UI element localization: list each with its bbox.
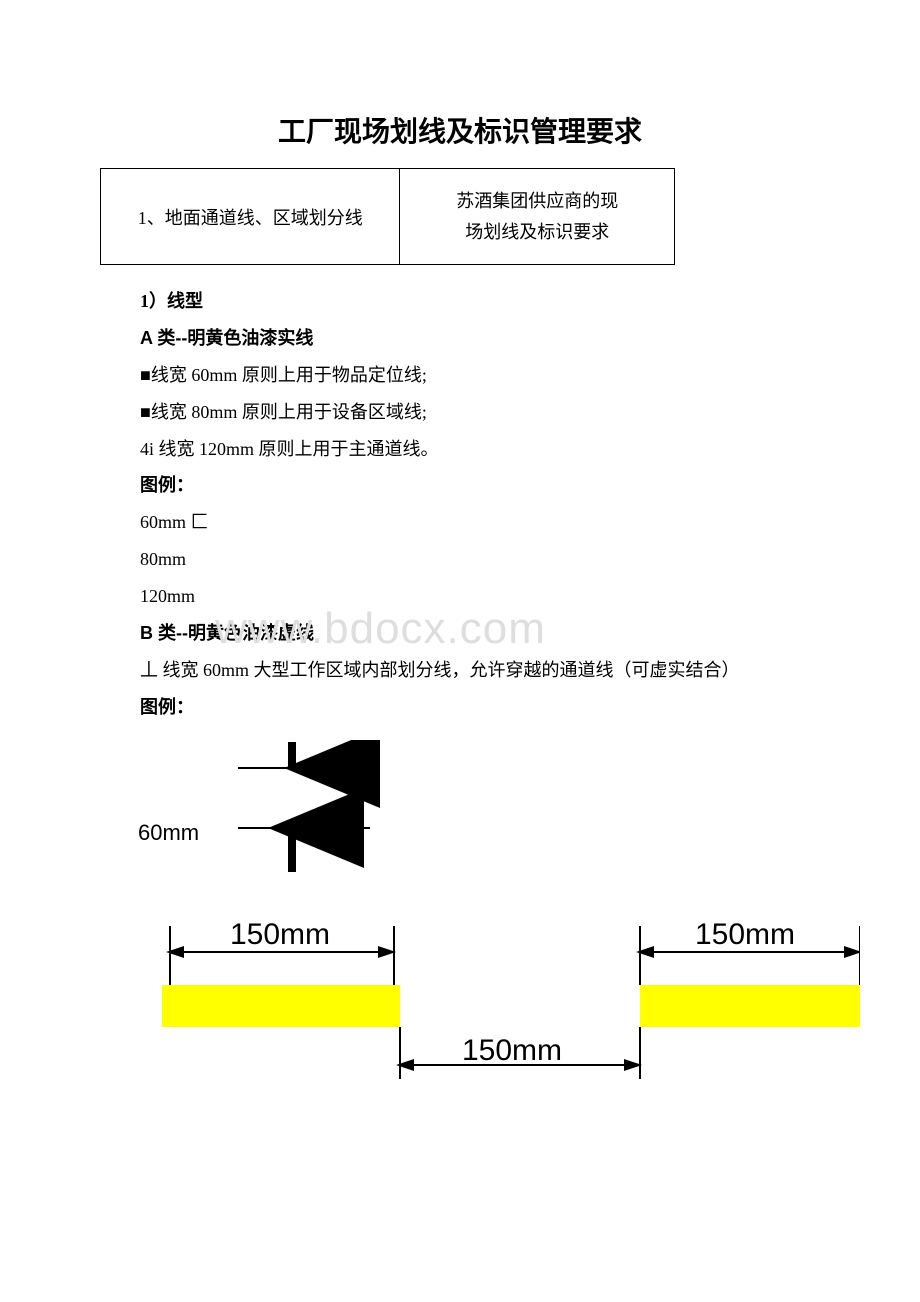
diagram-container: 60mm 150mm 150mm 150mm [100, 740, 820, 1110]
section-1-heading: 1）线型 [140, 283, 820, 320]
legend-label-1: 图例： [140, 467, 820, 504]
type-a-line2: ■线宽 80mm 原则上用于设备区域线; [140, 394, 820, 431]
svg-text:60mm: 60mm [138, 820, 199, 845]
dashed-line-diagram: 60mm 150mm 150mm 150mm [100, 740, 860, 1110]
svg-text:150mm: 150mm [462, 1034, 562, 1067]
svg-text:150mm: 150mm [230, 918, 330, 951]
table-right-cell: 苏酒集团供应商的现 场划线及标识要求 [400, 169, 675, 265]
type-b-heading: B 类--明黄色油漆虚线 [140, 615, 820, 652]
svg-text:150mm: 150mm [695, 918, 795, 951]
page-title: 工厂现场划线及标识管理要求 [100, 110, 820, 150]
legend-120mm: 120mm [140, 578, 820, 615]
table-right-line1: 苏酒集团供应商的现 [456, 191, 618, 211]
table-left-cell: 1、地面通道线、区域划分线 [101, 169, 400, 265]
legend-80mm: 80mm [140, 541, 820, 578]
type-a-heading: A 类--明黄色油漆实线 [140, 320, 820, 357]
legend-60mm: 60mm 匚 [140, 504, 820, 541]
table-right-line2: 场划线及标识要求 [465, 222, 609, 242]
type-a-line1: ■线宽 60mm 原则上用于物品定位线; [140, 357, 820, 394]
type-b-line1: 丄 线宽 60mm 大型工作区域内部划分线，允许穿越的通道线（可虚实结合） [140, 652, 820, 689]
legend-label-2: 图例： [140, 689, 820, 726]
type-a-line3: 4i 线宽 120mm 原则上用于主通道线。 [140, 431, 820, 468]
header-table: 1、地面通道线、区域划分线 苏酒集团供应商的现 场划线及标识要求 [100, 168, 675, 265]
body-content: 1）线型 A 类--明黄色油漆实线 ■线宽 60mm 原则上用于物品定位线; ■… [140, 283, 820, 1110]
